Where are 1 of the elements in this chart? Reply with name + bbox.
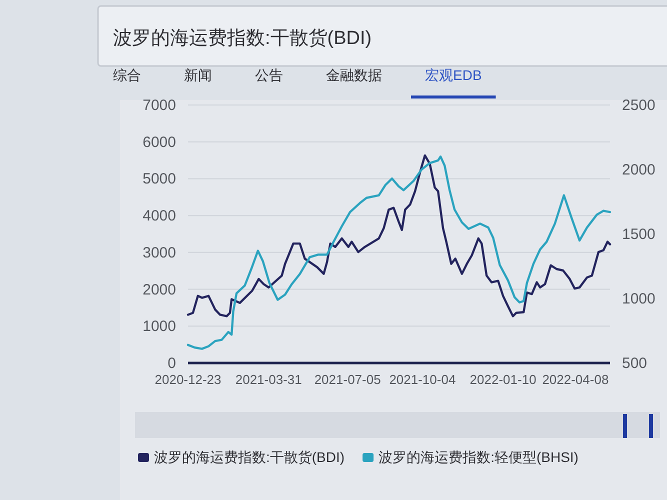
title: 波罗的海运费指数:干散货(BDI) — [113, 28, 372, 49]
